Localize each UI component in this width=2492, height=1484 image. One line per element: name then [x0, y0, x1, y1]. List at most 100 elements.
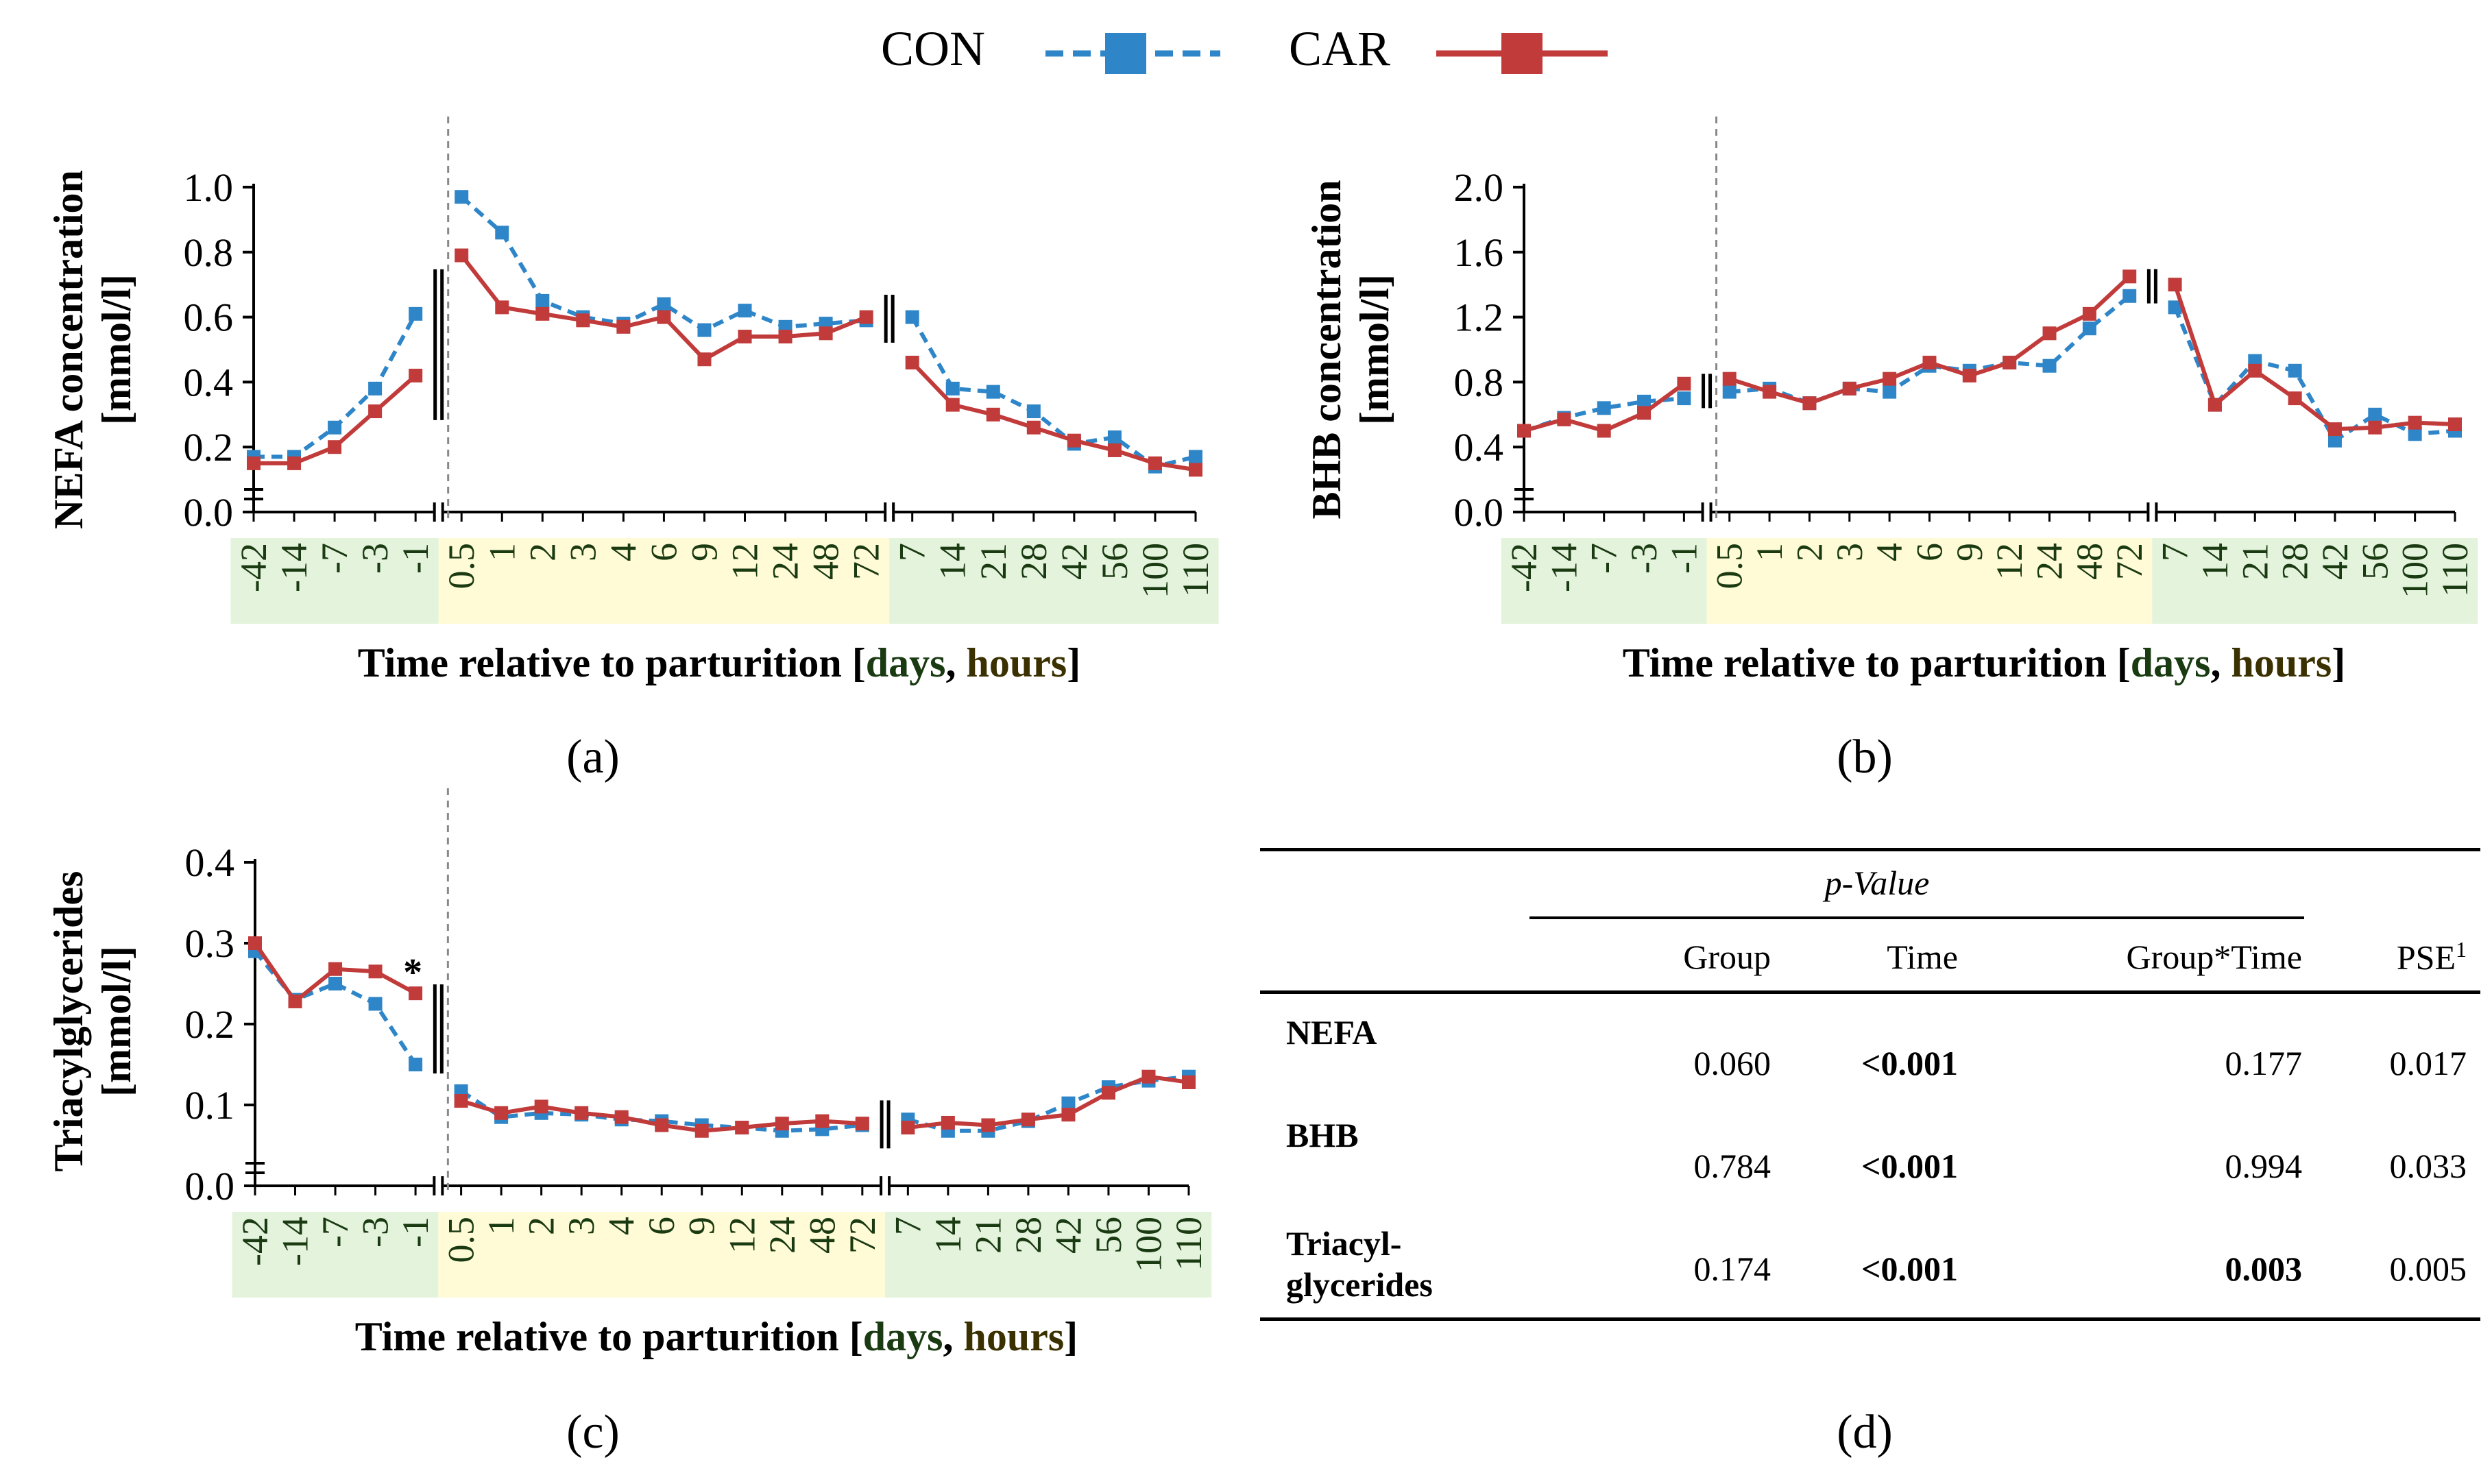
x-tick-label: 7 — [887, 1217, 928, 1235]
x-tick-label: 2 — [521, 1217, 562, 1235]
x-tick-label: 3 — [561, 1217, 602, 1235]
data-point-car — [1922, 355, 1937, 369]
data-point-con — [2368, 407, 2382, 422]
data-point-car — [775, 1117, 789, 1131]
x-tick-label: 21 — [2234, 543, 2275, 580]
x-tick-label: 42 — [1048, 1217, 1089, 1254]
y-tick-label: 0.2 — [185, 1002, 235, 1047]
x-tick-label: 6 — [1909, 543, 1950, 561]
data-point-car — [1962, 368, 1976, 382]
x-tick-label: -1 — [1663, 543, 1704, 574]
x-axis-title-days: days — [863, 1314, 943, 1359]
x-tick-label: 1 — [481, 543, 522, 561]
x-axis-title-days: days — [866, 640, 946, 685]
data-point-con — [1722, 385, 1737, 399]
data-point-con — [1677, 391, 1691, 406]
data-point-car — [2288, 391, 2302, 406]
data-point-con — [657, 297, 671, 311]
cell-time: <0.001 — [1861, 1250, 1958, 1288]
cell-group: 0.174 — [1693, 1250, 1771, 1288]
x-tick-label: 2 — [1789, 543, 1830, 561]
data-point-car — [2003, 355, 2017, 369]
x-axis-title-suffix: ] — [1064, 1314, 1078, 1359]
chart-triacylglycerides: 0.0 0.1 0.2 0.3 0.4 Triacylglycerides[mmol/l]… — [46, 788, 1212, 1359]
x-axis-title-prefix: Time relative to parturition [ — [1623, 640, 2131, 685]
x-axis-title-sep: , — [946, 640, 967, 685]
x-tick-label: 42 — [1054, 543, 1095, 580]
series-line-con — [460, 195, 867, 332]
data-point-car — [1189, 463, 1202, 477]
chart-nefa: 0.0 0.2 0.4 0.6 0.8 1.0 NEFA concentration[mmo… — [46, 117, 1219, 685]
x-tick-label: 72 — [842, 1217, 883, 1254]
data-point-con — [2082, 321, 2096, 336]
data-point-con — [1107, 430, 1122, 444]
data-point-car — [368, 964, 383, 979]
data-point-car — [455, 248, 469, 263]
x-tick-label: -7 — [315, 1217, 356, 1248]
data-point-car — [574, 1106, 589, 1120]
x-tick-label: 56 — [2354, 543, 2395, 580]
x-tick-label: 4 — [601, 1217, 642, 1235]
data-point-car — [2122, 269, 2137, 284]
x-tick-label: 110 — [1168, 1217, 1209, 1271]
x-tick-label: 14 — [932, 543, 973, 580]
y-axis-title: NEFA concentration[mmol/l] — [46, 170, 139, 529]
y-tick-label: 0.2 — [184, 425, 234, 470]
y-tick-label: 1.6 — [1454, 230, 1504, 275]
y-tick-label: 0.8 — [184, 230, 234, 275]
data-point-con — [1883, 385, 1897, 399]
data-point-con — [368, 381, 383, 396]
x-tick-label: 24 — [765, 543, 806, 580]
band-days-pre — [1501, 538, 1707, 624]
x-tick-label: 4 — [603, 543, 644, 561]
data-point-car — [778, 330, 793, 344]
series-line-con — [459, 1089, 863, 1133]
x-tick-label: 110 — [2434, 543, 2476, 597]
data-point-car — [694, 1123, 709, 1138]
x-tick-label: 21 — [967, 1217, 1008, 1254]
data-point-car — [1061, 1108, 1076, 1122]
data-point-con — [368, 997, 383, 1011]
x-tick-label: 72 — [846, 543, 887, 580]
data-point-car — [534, 1099, 548, 1114]
data-point-con — [328, 420, 342, 435]
data-point-car — [986, 407, 1000, 422]
significance-marker: * — [403, 951, 422, 994]
x-tick-label: 56 — [1088, 1217, 1129, 1254]
x-tick-label: 6 — [641, 1217, 682, 1235]
band-days-pre — [230, 538, 439, 624]
data-point-car — [247, 456, 261, 470]
data-point-car — [2168, 278, 2182, 292]
x-tick-label: 72 — [2109, 543, 2150, 580]
x-tick-label: 1 — [481, 1217, 522, 1235]
x-tick-label: 14 — [928, 1217, 969, 1254]
cell-group-time: 0.994 — [2225, 1147, 2303, 1185]
data-point-con — [1061, 1096, 1076, 1110]
data-point-car — [901, 1121, 915, 1135]
x-tick-label: 48 — [806, 543, 847, 580]
x-axis-title-prefix: Time relative to parturition [ — [358, 640, 866, 685]
panel-label-a: (a) — [566, 731, 620, 783]
cell-group: 0.060 — [1693, 1044, 1771, 1082]
y-tick-label: 0.0 — [184, 490, 234, 535]
x-axis-title-days: days — [2131, 640, 2211, 685]
data-point-car — [614, 1110, 629, 1124]
table-col-group: Group — [1683, 938, 1771, 976]
x-tick-label: 100 — [1128, 1217, 1169, 1272]
band-days-pre — [232, 1212, 439, 1298]
data-point-car — [1597, 424, 1611, 438]
x-tick-label: 12 — [721, 1217, 762, 1254]
table-bottom-rule — [1260, 1317, 2480, 1321]
x-axis-title-sep: , — [943, 1314, 964, 1359]
data-point-car — [409, 368, 423, 382]
band-days-post — [885, 1212, 1212, 1298]
data-point-car — [981, 1118, 995, 1132]
data-point-car — [495, 300, 509, 315]
data-point-car — [1148, 456, 1162, 470]
x-tick-label: -14 — [1543, 543, 1584, 592]
y-tick-label: 1.0 — [184, 165, 234, 210]
x-tick-label: -14 — [275, 1217, 316, 1266]
data-point-car — [1763, 385, 1777, 399]
x-axis-title-suffix: ] — [2332, 640, 2345, 685]
data-point-car — [657, 310, 671, 324]
